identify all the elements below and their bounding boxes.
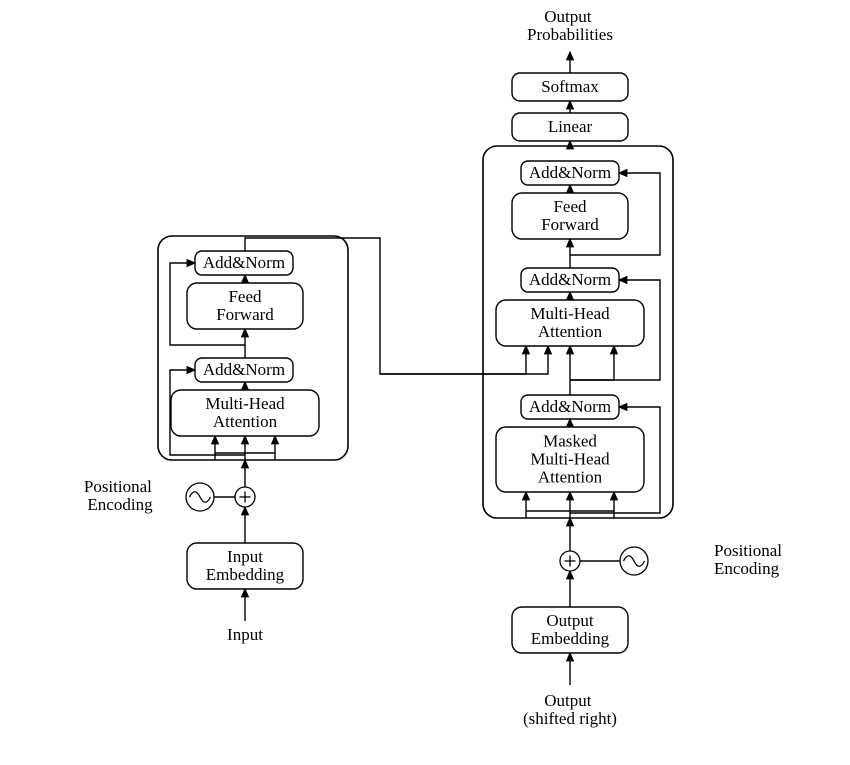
node-label: Multi-HeadAttention (205, 394, 285, 431)
node-linear: Linear (512, 113, 628, 141)
add-node-encoder_plus (235, 487, 255, 507)
node-label: Add&Norm (529, 397, 611, 416)
node-enc_in_embed: InputEmbedding (187, 543, 303, 589)
static-labels: Output Probabilities Positional Encoding… (84, 7, 786, 728)
node-dec_feedforward: FeedForward (512, 193, 628, 239)
input-label: Input (227, 625, 263, 644)
node-softmax: Softmax (512, 73, 628, 101)
node-label: Add&Norm (529, 163, 611, 182)
node-enc_feedforward: FeedForward (187, 283, 303, 329)
node-enc_addnorm_2: Add&Norm (195, 251, 293, 275)
node-label: Multi-HeadAttention (530, 304, 610, 341)
sine-icon (620, 547, 648, 575)
node-dec_addnorm_3: Add&Norm (521, 161, 619, 185)
transformer-architecture-diagram: Softmax Linear Add&Norm FeedForward Add&Norm… (0, 0, 850, 765)
node-label: Add&Norm (203, 360, 285, 379)
node-label: Add&Norm (529, 270, 611, 289)
connection-line (570, 346, 614, 380)
add-node-decoder_plus (560, 551, 580, 571)
node-label: Linear (548, 117, 593, 136)
node-dec_addnorm_1: Add&Norm (521, 395, 619, 419)
output-shifted-right-label: Output (shifted right) (523, 691, 617, 728)
node-label: Add&Norm (203, 253, 285, 272)
node-dec_masked_mha: MaskedMulti-HeadAttention (496, 427, 644, 492)
node-dec_addnorm_2: Add&Norm (521, 268, 619, 292)
sine-icon (186, 483, 214, 511)
node-dec_out_embed: OutputEmbedding (512, 607, 628, 653)
positional-encoding-label-left: Positional Encoding (84, 477, 156, 514)
positional-encoding-label-right: Positional Encoding (714, 541, 786, 578)
connection-line (380, 346, 548, 374)
node-enc_addnorm_1: Add&Norm (195, 358, 293, 382)
node-enc_mha: Multi-HeadAttention (171, 390, 319, 436)
node-dec_mha: Multi-HeadAttention (496, 300, 644, 346)
node-label: Softmax (541, 77, 599, 96)
output-probabilities-label: Output Probabilities (527, 7, 613, 44)
